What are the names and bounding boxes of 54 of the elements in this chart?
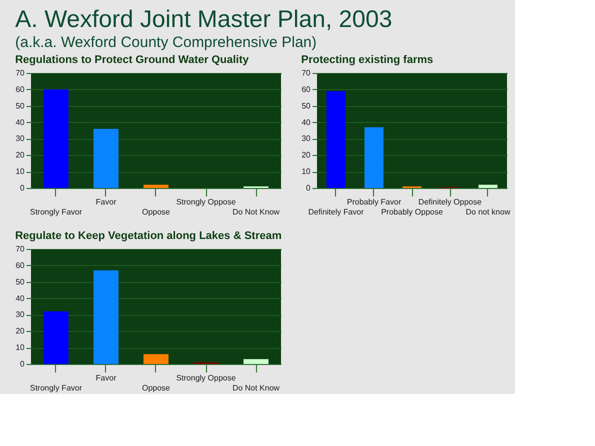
bar bbox=[94, 128, 118, 188]
bar bbox=[364, 127, 384, 188]
bar bbox=[94, 270, 118, 364]
bar bbox=[144, 184, 168, 188]
y-tick-label: 60 bbox=[302, 84, 312, 94]
y-tick-label: 50 bbox=[16, 101, 26, 110]
bar bbox=[44, 89, 68, 188]
y-tick-label: 20 bbox=[16, 326, 26, 336]
x-tick-label: Do Not Know bbox=[232, 384, 280, 392]
x-tick-label: Definitely Oppose bbox=[418, 198, 482, 206]
y-tick-label: 30 bbox=[16, 310, 26, 320]
y-tick-label: 70 bbox=[16, 244, 26, 254]
chart-title: Regulate to Keep Vegetation along Lakes & Stream bbox=[15, 230, 282, 242]
y-tick-label: 60 bbox=[16, 260, 26, 270]
y-tick-label: 20 bbox=[16, 150, 26, 160]
y-tick-label: 50 bbox=[302, 101, 312, 110]
chart-title: Protecting existing farms bbox=[301, 54, 434, 66]
bar bbox=[44, 311, 68, 364]
y-tick-label: 40 bbox=[302, 118, 312, 127]
x-tick-label: Strongly Oppose bbox=[176, 198, 236, 206]
x-tick-label: Oppose bbox=[142, 384, 171, 392]
bar bbox=[478, 184, 498, 188]
y-tick-label: 70 bbox=[16, 68, 26, 78]
chart-title: Regulations to Protect Ground Water Quality bbox=[15, 54, 250, 66]
y-tick-label: 0 bbox=[20, 360, 26, 368]
y-tick-label: 30 bbox=[302, 134, 312, 144]
y-tick-label: 40 bbox=[16, 118, 26, 127]
x-tick-label: Do Not Know bbox=[232, 208, 280, 216]
x-tick-label: Strongly Favor bbox=[30, 208, 82, 216]
text: A. Wexford Joint Master Plan, 2003 bbox=[15, 6, 392, 33]
bar bbox=[144, 354, 168, 364]
y-tick-label: 70 bbox=[302, 68, 312, 78]
x-tick-label: Probably Favor bbox=[346, 198, 402, 206]
bar bbox=[326, 91, 346, 188]
y-tick-label: 0 bbox=[306, 184, 312, 192]
x-tick-label: Do not know bbox=[466, 208, 510, 216]
y-tick-label: 60 bbox=[16, 84, 26, 94]
y-tick-label: 50 bbox=[16, 277, 26, 286]
x-tick-label: Favor bbox=[96, 198, 117, 206]
bar bbox=[244, 359, 268, 364]
y-tick-label: 30 bbox=[16, 134, 26, 144]
y-tick-label: 10 bbox=[16, 167, 26, 176]
x-tick-label: Probably Oppose bbox=[381, 208, 444, 216]
x-tick-label: Definitely Favor bbox=[308, 208, 364, 216]
y-tick-label: 0 bbox=[20, 184, 26, 192]
text: (a.k.a. Wexford County Comprehensive Plan) bbox=[15, 34, 317, 51]
x-tick-label: Oppose bbox=[142, 208, 171, 216]
x-tick-label: Strongly Oppose bbox=[176, 374, 236, 382]
x-tick-label: Favor bbox=[96, 374, 117, 382]
y-tick-label: 10 bbox=[302, 167, 312, 176]
y-tick-label: 10 bbox=[16, 343, 26, 352]
y-tick-label: 40 bbox=[16, 294, 26, 303]
x-tick-label: Strongly Favor bbox=[30, 384, 82, 392]
y-tick-label: 20 bbox=[302, 150, 312, 160]
